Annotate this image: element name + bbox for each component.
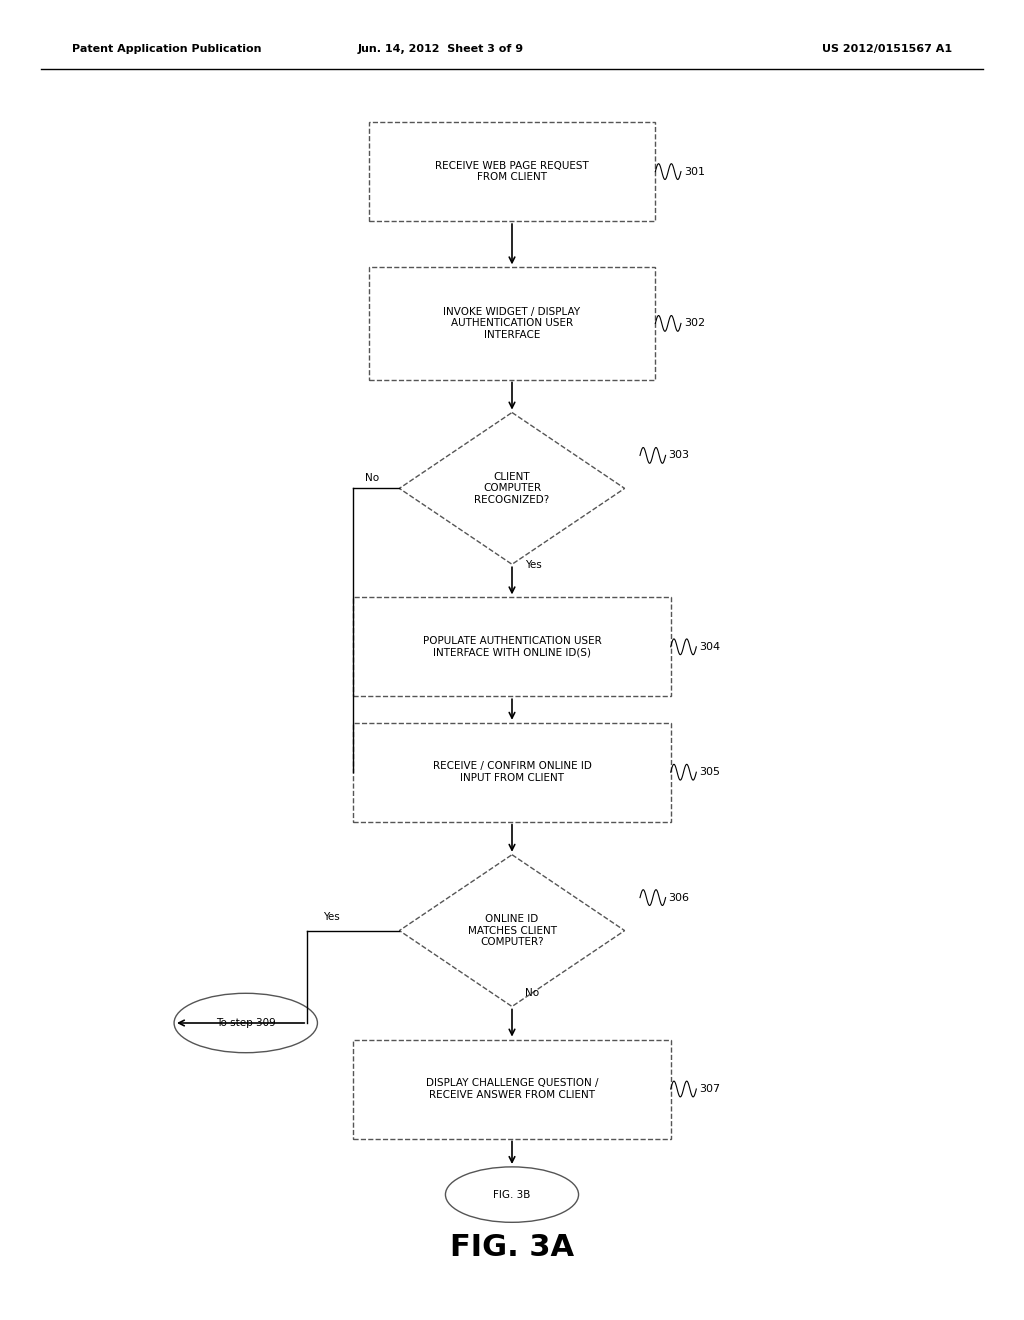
Text: Patent Application Publication: Patent Application Publication (72, 44, 261, 54)
FancyBboxPatch shape (369, 123, 655, 220)
Text: To step 309: To step 309 (216, 1018, 275, 1028)
Text: INVOKE WIDGET / DISPLAY
AUTHENTICATION USER
INTERFACE: INVOKE WIDGET / DISPLAY AUTHENTICATION U… (443, 306, 581, 341)
Text: No: No (525, 987, 540, 998)
Text: DISPLAY CHALLENGE QUESTION /
RECEIVE ANSWER FROM CLIENT: DISPLAY CHALLENGE QUESTION / RECEIVE ANS… (426, 1078, 598, 1100)
Text: Jun. 14, 2012  Sheet 3 of 9: Jun. 14, 2012 Sheet 3 of 9 (357, 44, 523, 54)
Text: CLIENT
COMPUTER
RECOGNIZED?: CLIENT COMPUTER RECOGNIZED? (474, 471, 550, 506)
Text: ONLINE ID
MATCHES CLIENT
COMPUTER?: ONLINE ID MATCHES CLIENT COMPUTER? (468, 913, 556, 948)
Text: No: No (365, 473, 379, 483)
Ellipse shape (174, 993, 317, 1053)
Text: RECEIVE WEB PAGE REQUEST
FROM CLIENT: RECEIVE WEB PAGE REQUEST FROM CLIENT (435, 161, 589, 182)
Text: 302: 302 (684, 318, 706, 329)
Text: 303: 303 (669, 450, 690, 461)
FancyBboxPatch shape (353, 722, 671, 821)
Text: 307: 307 (699, 1084, 721, 1094)
Text: Yes: Yes (323, 912, 339, 923)
FancyBboxPatch shape (353, 1040, 671, 1138)
Polygon shape (399, 412, 625, 565)
Text: FIG. 3B: FIG. 3B (494, 1189, 530, 1200)
Ellipse shape (445, 1167, 579, 1222)
Text: FIG. 3A: FIG. 3A (450, 1233, 574, 1262)
Text: 301: 301 (684, 166, 706, 177)
Text: 306: 306 (669, 892, 690, 903)
Polygon shape (399, 855, 625, 1006)
Text: 304: 304 (699, 642, 721, 652)
Text: POPULATE AUTHENTICATION USER
INTERFACE WITH ONLINE ID(S): POPULATE AUTHENTICATION USER INTERFACE W… (423, 636, 601, 657)
Text: US 2012/0151567 A1: US 2012/0151567 A1 (822, 44, 952, 54)
Text: 305: 305 (699, 767, 721, 777)
FancyBboxPatch shape (369, 267, 655, 380)
Text: RECEIVE / CONFIRM ONLINE ID
INPUT FROM CLIENT: RECEIVE / CONFIRM ONLINE ID INPUT FROM C… (432, 762, 592, 783)
FancyBboxPatch shape (353, 597, 671, 697)
Text: Yes: Yes (525, 560, 542, 570)
